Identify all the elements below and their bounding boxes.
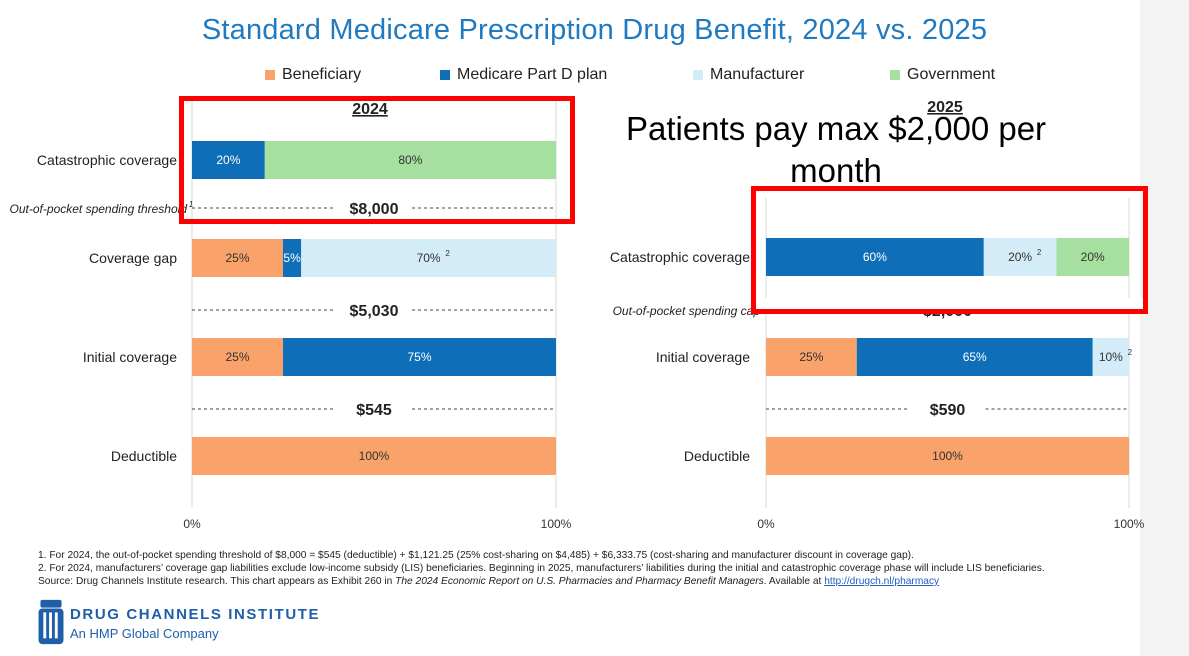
threshold-value: $545 bbox=[356, 402, 392, 419]
bar-segment bbox=[1056, 238, 1129, 276]
bar-segment bbox=[283, 239, 302, 277]
threshold-value: $5,030 bbox=[350, 303, 399, 320]
threshold-label: Out-of-pocket spending threshold bbox=[10, 202, 188, 216]
highlight-box-2025-catastrophic bbox=[751, 186, 1148, 314]
legend-item-manufacturer: Manufacturer bbox=[693, 66, 804, 84]
data-label: 20% bbox=[216, 153, 240, 167]
data-label: 65% bbox=[963, 350, 987, 364]
data-label: 80% bbox=[398, 153, 422, 167]
data-label: 5% bbox=[283, 251, 301, 265]
source-link[interactable]: http://drugch.nl/pharmacy bbox=[824, 576, 940, 587]
panel-title-2024: 2024 bbox=[352, 101, 388, 118]
row-label: Deductible bbox=[684, 448, 750, 464]
footnote-2: 2. For 2024, manufacturers’ coverage gap… bbox=[38, 563, 1045, 574]
highlight-box-2024-catastrophic bbox=[179, 96, 575, 224]
bar-segment bbox=[766, 437, 1129, 475]
source-suffix: . Available at bbox=[763, 576, 825, 587]
data-label: 100% bbox=[359, 449, 390, 463]
row-label: Catastrophic coverage bbox=[37, 152, 177, 168]
bar-segment bbox=[283, 338, 556, 376]
annotation-text: Patients pay max $2,000 per month bbox=[625, 110, 1047, 189]
bar-segment bbox=[192, 141, 265, 179]
bar-segment bbox=[192, 338, 283, 376]
threshold-value: $590 bbox=[930, 402, 966, 419]
bar-segment bbox=[1092, 338, 1129, 376]
source-line: Source: Drug Channels Institute research… bbox=[38, 575, 1168, 588]
data-label: 25% bbox=[225, 350, 249, 364]
bar-segment bbox=[192, 239, 283, 277]
footnotes: 1. For 2024, the out-of-pocket spending … bbox=[38, 549, 1168, 588]
data-label: 70% bbox=[417, 251, 441, 265]
legend-swatch bbox=[890, 70, 900, 80]
x-tick-label: 0% bbox=[757, 517, 775, 531]
data-label-note: 2 bbox=[445, 249, 450, 258]
legend-label: Government bbox=[907, 66, 996, 83]
bar-segment bbox=[301, 239, 556, 277]
bar-segment bbox=[856, 338, 1093, 376]
source-title: The 2024 Economic Report on U.S. Pharmac… bbox=[395, 576, 764, 587]
row-label: Catastrophic coverage bbox=[610, 249, 750, 265]
legend-label: Beneficiary bbox=[282, 66, 362, 83]
data-label: 25% bbox=[799, 350, 823, 364]
logo-tagline: An HMP Global Company bbox=[70, 626, 219, 641]
data-label: 60% bbox=[863, 250, 887, 264]
data-label-note: 2 bbox=[1128, 348, 1133, 357]
logo-name: DRUG CHANNELS INSTITUTE bbox=[70, 606, 321, 623]
bar-segment bbox=[192, 437, 556, 475]
legend-item-medicare-part-d-plan: Medicare Part D plan bbox=[440, 66, 607, 84]
bar-segment bbox=[766, 338, 857, 376]
legend-item-beneficiary: Beneficiary bbox=[265, 66, 361, 84]
legend-label: Medicare Part D plan bbox=[457, 66, 608, 83]
legend-swatch bbox=[440, 70, 450, 80]
row-label: Initial coverage bbox=[83, 349, 177, 365]
data-label-note: 2 bbox=[1037, 248, 1042, 257]
data-label: 25% bbox=[225, 251, 249, 265]
x-tick-label: 100% bbox=[1114, 517, 1145, 531]
data-label: 20% bbox=[1008, 250, 1032, 264]
x-tick-label: 100% bbox=[541, 517, 572, 531]
source-prefix: Source: Drug Channels Institute research… bbox=[38, 576, 396, 587]
pill-bottle-logo-icon bbox=[38, 599, 64, 645]
row-label: Deductible bbox=[111, 448, 177, 464]
data-label: 100% bbox=[932, 449, 963, 463]
legend-item-government: Government bbox=[890, 66, 995, 84]
background-tile bbox=[1140, 0, 1189, 656]
legend-swatch bbox=[693, 70, 703, 80]
threshold-value: $8,000 bbox=[350, 201, 399, 218]
data-label: 75% bbox=[407, 350, 431, 364]
panel-title-2025: 2025 bbox=[927, 99, 963, 116]
bar-segment bbox=[983, 238, 1057, 276]
threshold-label: Out-of-pocket spending cap bbox=[613, 304, 761, 318]
legend-swatch bbox=[265, 70, 275, 80]
row-label: Initial coverage bbox=[656, 349, 750, 365]
legend: Beneficiary Medicare Part D plan Manufac… bbox=[0, 66, 1189, 88]
threshold-note: 1 bbox=[189, 200, 193, 209]
footnote-1: 1. For 2024, the out-of-pocket spending … bbox=[38, 550, 914, 561]
data-label: 10% bbox=[1099, 350, 1123, 364]
data-label: 20% bbox=[1081, 250, 1105, 264]
chart-title: Standard Medicare Prescription Drug Bene… bbox=[201, 14, 988, 46]
x-tick-label: 0% bbox=[183, 517, 201, 531]
row-label: Coverage gap bbox=[89, 250, 177, 266]
bar-segment bbox=[264, 141, 556, 179]
box-occlusion bbox=[756, 298, 1144, 311]
legend-label: Manufacturer bbox=[710, 66, 805, 83]
bar-segment bbox=[766, 238, 984, 276]
